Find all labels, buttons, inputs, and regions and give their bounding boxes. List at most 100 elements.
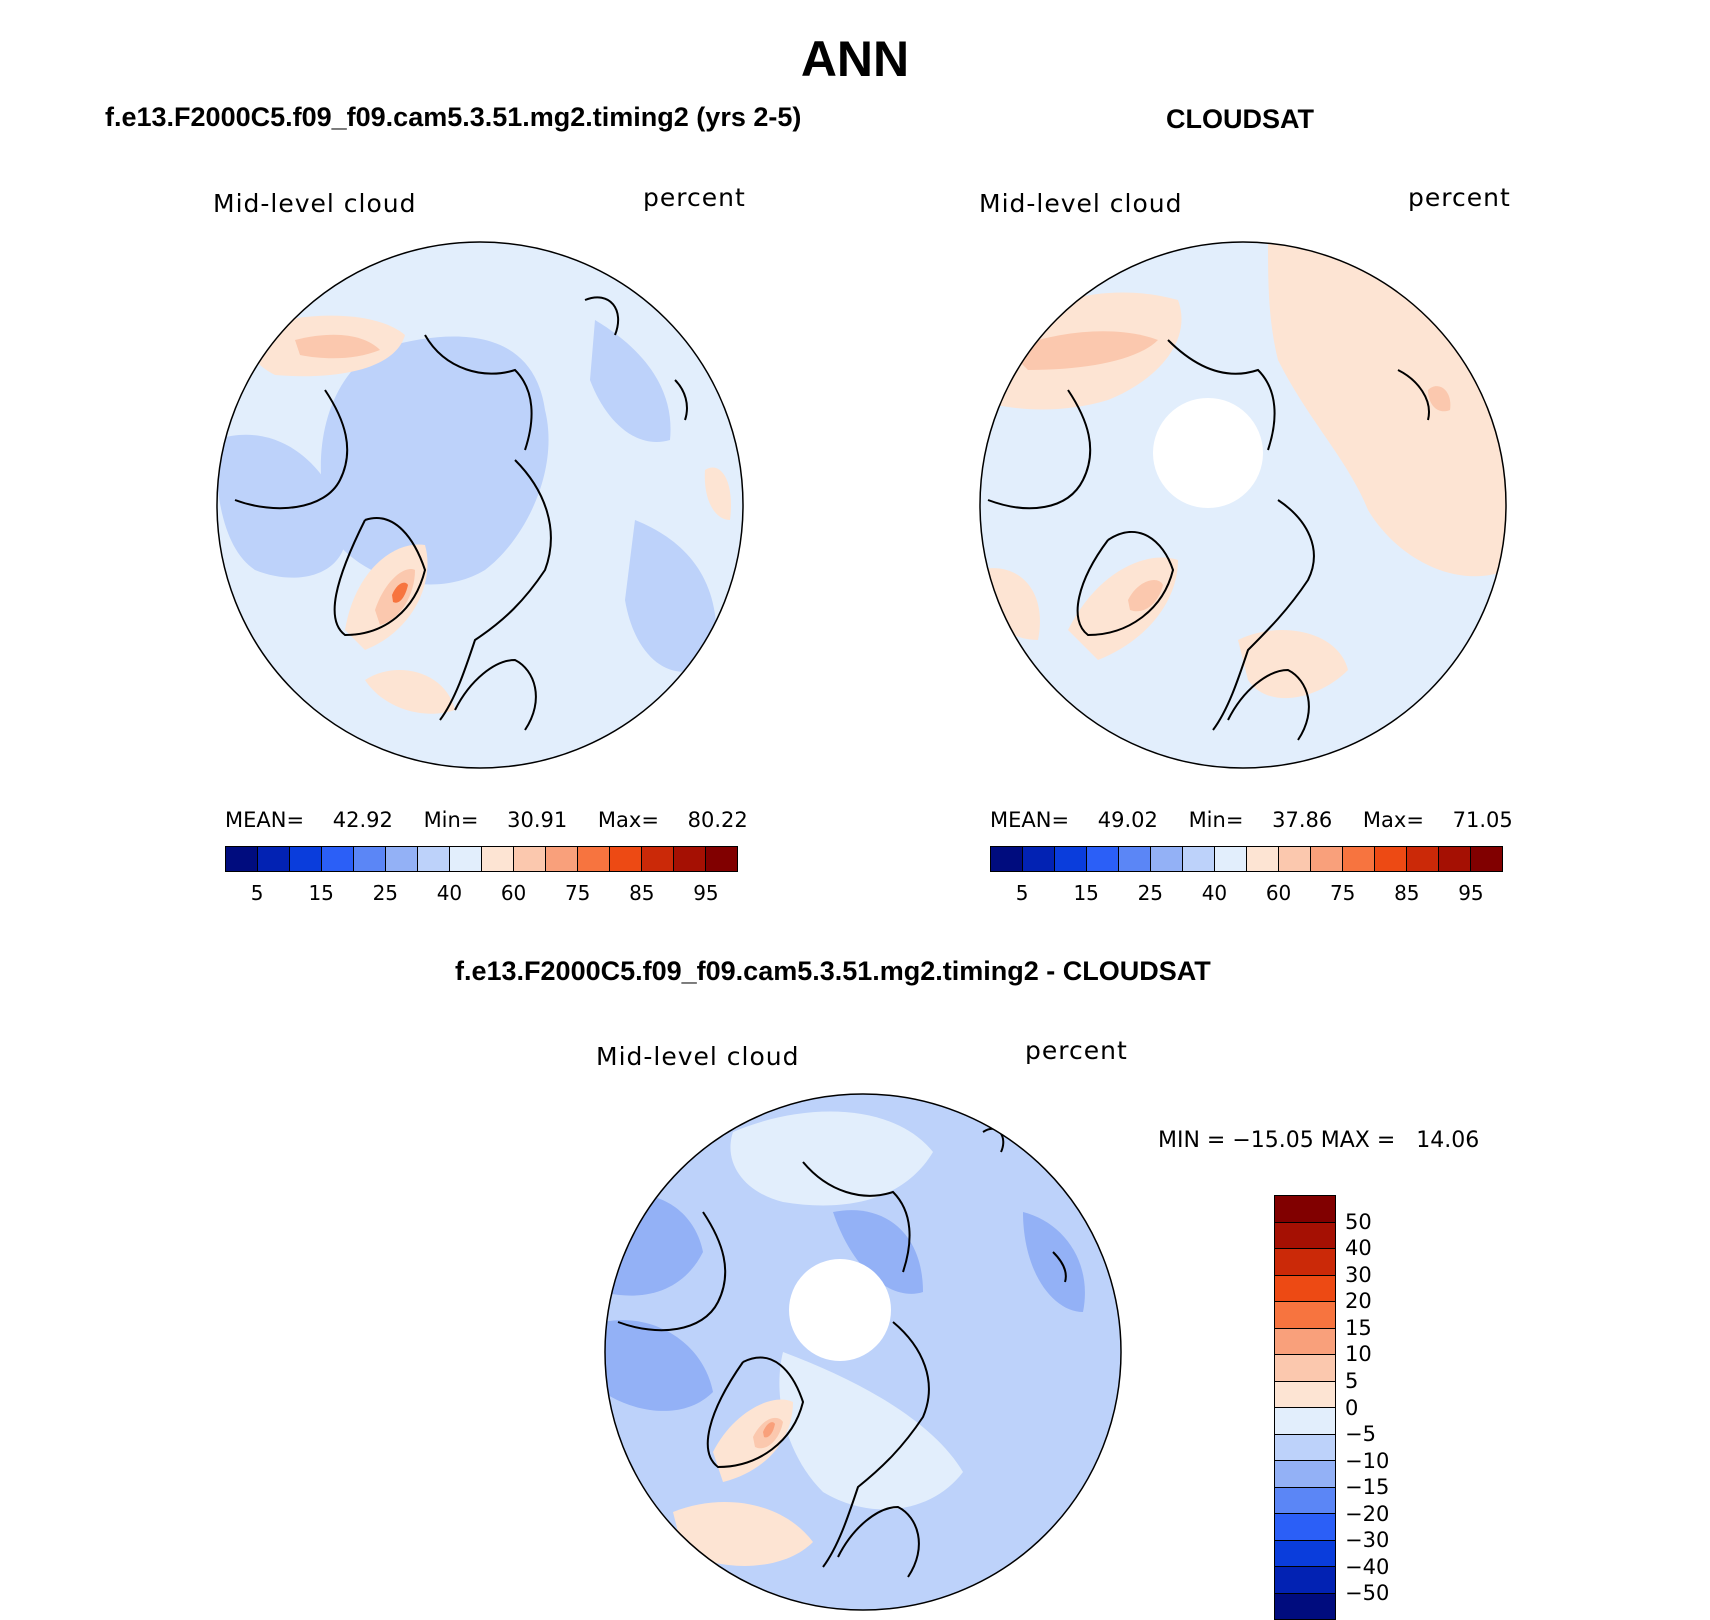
panel-a-mean-value: 42.92 [333, 808, 393, 832]
panel-a-colorbar-swatch [321, 847, 353, 871]
difference-colorbar-tick-label: 15 [1345, 1316, 1372, 1340]
panel-b-max-value: 71.05 [1453, 808, 1513, 832]
figure-title: ANN [0, 30, 1710, 88]
panel-a-title: f.e13.F2000C5.f09_f09.cam5.3.51.mg2.timi… [105, 102, 801, 133]
panel-a-colorbar-swatch [353, 847, 385, 871]
panel-b-colorbar-swatch [1438, 847, 1470, 871]
difference-colorbar-swatch [1275, 1593, 1335, 1620]
panel-a-variable-label: Mid-level cloud [213, 189, 417, 218]
panel-a-colorbar-swatch [577, 847, 609, 871]
panel-a-colorbar-tick-label: 85 [629, 881, 654, 905]
difference-colorbar-swatch [1275, 1275, 1335, 1302]
panel-a-colorbar-swatch [481, 847, 513, 871]
panel-b-colorbar-swatch [1086, 847, 1118, 871]
difference-colorbar-tick-label: −20 [1345, 1502, 1389, 1526]
difference-colorbar-swatch [1275, 1301, 1335, 1328]
panel-b-pole-hole [1153, 398, 1263, 508]
panel-a-colorbar-swatch [673, 847, 705, 871]
panel-b-colorbar-swatch [1342, 847, 1374, 871]
panel-c-minmax: MIN = −15.05 MAX = 14.06 [1158, 1128, 1479, 1153]
difference-colorbar-swatch [1275, 1407, 1335, 1434]
panel-b-units-label: percent [1408, 183, 1511, 212]
difference-colorbar-tick-label: −40 [1345, 1555, 1389, 1579]
difference-colorbar-swatch [1275, 1222, 1335, 1249]
difference-colorbar-swatch [1275, 1381, 1335, 1408]
difference-colorbar-ticks: 50 40 30 20 15 10 5 0 −5 −10 −15 −20 −30 −40 −50 [1345, 1195, 1425, 1620]
panel-a-colorbar-tick-label: 60 [501, 881, 526, 905]
difference-colorbar-swatch [1275, 1513, 1335, 1540]
difference-colorbar-tick-label: −30 [1345, 1528, 1389, 1552]
difference-colorbar-swatch [1275, 1434, 1335, 1461]
panel-b-colorbar-swatch [1182, 847, 1214, 871]
difference-colorbar-swatch [1275, 1354, 1335, 1381]
panel-a-colorbar-swatch [513, 847, 545, 871]
difference-colorbar-tick-label: 0 [1345, 1396, 1358, 1420]
panel-a-colorbar-swatch [417, 847, 449, 871]
difference-colorbar-swatch [1275, 1248, 1335, 1275]
panel-b-colorbar-swatch [1310, 847, 1342, 871]
panel-a-colorbar-tick-label: 15 [308, 881, 333, 905]
difference-colorbar-tick-label: −10 [1345, 1449, 1389, 1473]
panel-a-colorbar [225, 846, 738, 872]
difference-colorbar-swatch [1275, 1566, 1335, 1593]
difference-colorbar-tick-label: 5 [1345, 1369, 1358, 1393]
panel-b-colorbar-swatch [1118, 847, 1150, 871]
panel-b-colorbar-swatch [1214, 847, 1246, 871]
difference-colorbar-swatch [1275, 1540, 1335, 1567]
panel-b-mean-value: 49.02 [1098, 808, 1158, 832]
panel-b-title: CLOUDSAT [1166, 104, 1314, 135]
panel-b-colorbar-swatch [1022, 847, 1054, 871]
panel-a-units-label: percent [643, 183, 746, 212]
panel-b-colorbar-tick-label: 75 [1330, 881, 1355, 905]
panel-b-colorbar-swatch [1374, 847, 1406, 871]
panel-a-colorbar-tick-label: 75 [565, 881, 590, 905]
panel-c-title: f.e13.F2000C5.f09_f09.cam5.3.51.mg2.timi… [455, 956, 1211, 987]
panel-b-max-label: Max= [1363, 808, 1424, 832]
panel-a-colorbar-tick-label: 5 [251, 881, 264, 905]
panel-b-colorbar-swatch [1054, 847, 1086, 871]
difference-colorbar-tick-label: −5 [1345, 1422, 1376, 1446]
difference-colorbar-tick-label: 30 [1345, 1263, 1372, 1287]
difference-colorbar-swatch [1275, 1196, 1335, 1222]
difference-colorbar-swatch [1275, 1487, 1335, 1514]
panel-b-colorbar-tick-label: 25 [1138, 881, 1163, 905]
panel-a-colorbar-swatch [289, 847, 321, 871]
panel-b-colorbar-swatch [1278, 847, 1310, 871]
panel-a-colorbar-swatch [226, 847, 257, 871]
panel-c-map [603, 1092, 1123, 1612]
difference-colorbar [1274, 1195, 1336, 1620]
panel-a-colorbar-swatch [705, 847, 737, 871]
panel-a-colorbar-swatch [257, 847, 289, 871]
panel-b-map [978, 240, 1508, 770]
panel-a-colorbar-tick-label: 25 [373, 881, 398, 905]
panel-b-variable-label: Mid-level cloud [979, 189, 1183, 218]
panel-b-colorbar-tick-label: 95 [1458, 881, 1483, 905]
difference-colorbar-tick-label: −15 [1345, 1475, 1389, 1499]
difference-colorbar-swatch [1275, 1460, 1335, 1487]
panel-b-min-label: Min= [1189, 808, 1244, 832]
panel-a-colorbar-swatch [545, 847, 577, 871]
panel-c-units-label: percent [1025, 1036, 1128, 1065]
difference-colorbar-tick-label: 40 [1345, 1236, 1372, 1260]
panel-a-min-label: Min= [424, 808, 479, 832]
panel-b-colorbar-tick-label: 5 [1016, 881, 1029, 905]
panel-a-map [215, 240, 745, 770]
panel-c-pole-hole [789, 1259, 891, 1361]
panel-a-colorbar-swatch [609, 847, 641, 871]
panel-b-colorbar-swatch [1406, 847, 1438, 871]
difference-colorbar-tick-label: 50 [1345, 1210, 1372, 1234]
panel-b-stats: MEAN= 49.02 Min= 37.86 Max= 71.05 [990, 808, 1513, 832]
panel-b-colorbar-swatch [991, 847, 1022, 871]
panel-b-colorbar-tick-label: 60 [1266, 881, 1291, 905]
panel-a-colorbar-tick-label: 40 [437, 881, 462, 905]
panel-b-mean-label: MEAN= [990, 808, 1069, 832]
panel-b-colorbar-swatch [1246, 847, 1278, 871]
panel-b-colorbar-tick-label: 85 [1394, 881, 1419, 905]
panel-a-max-value: 80.22 [688, 808, 748, 832]
panel-b-colorbar-tick-label: 15 [1073, 881, 1098, 905]
panel-a-colorbar-swatch [385, 847, 417, 871]
panel-a-max-label: Max= [598, 808, 659, 832]
difference-colorbar-tick-label: −50 [1345, 1581, 1389, 1605]
panel-b-colorbar-swatch [1150, 847, 1182, 871]
panel-b-colorbar-ticks: 5 15 25 40 60 75 85 95 [990, 881, 1503, 905]
